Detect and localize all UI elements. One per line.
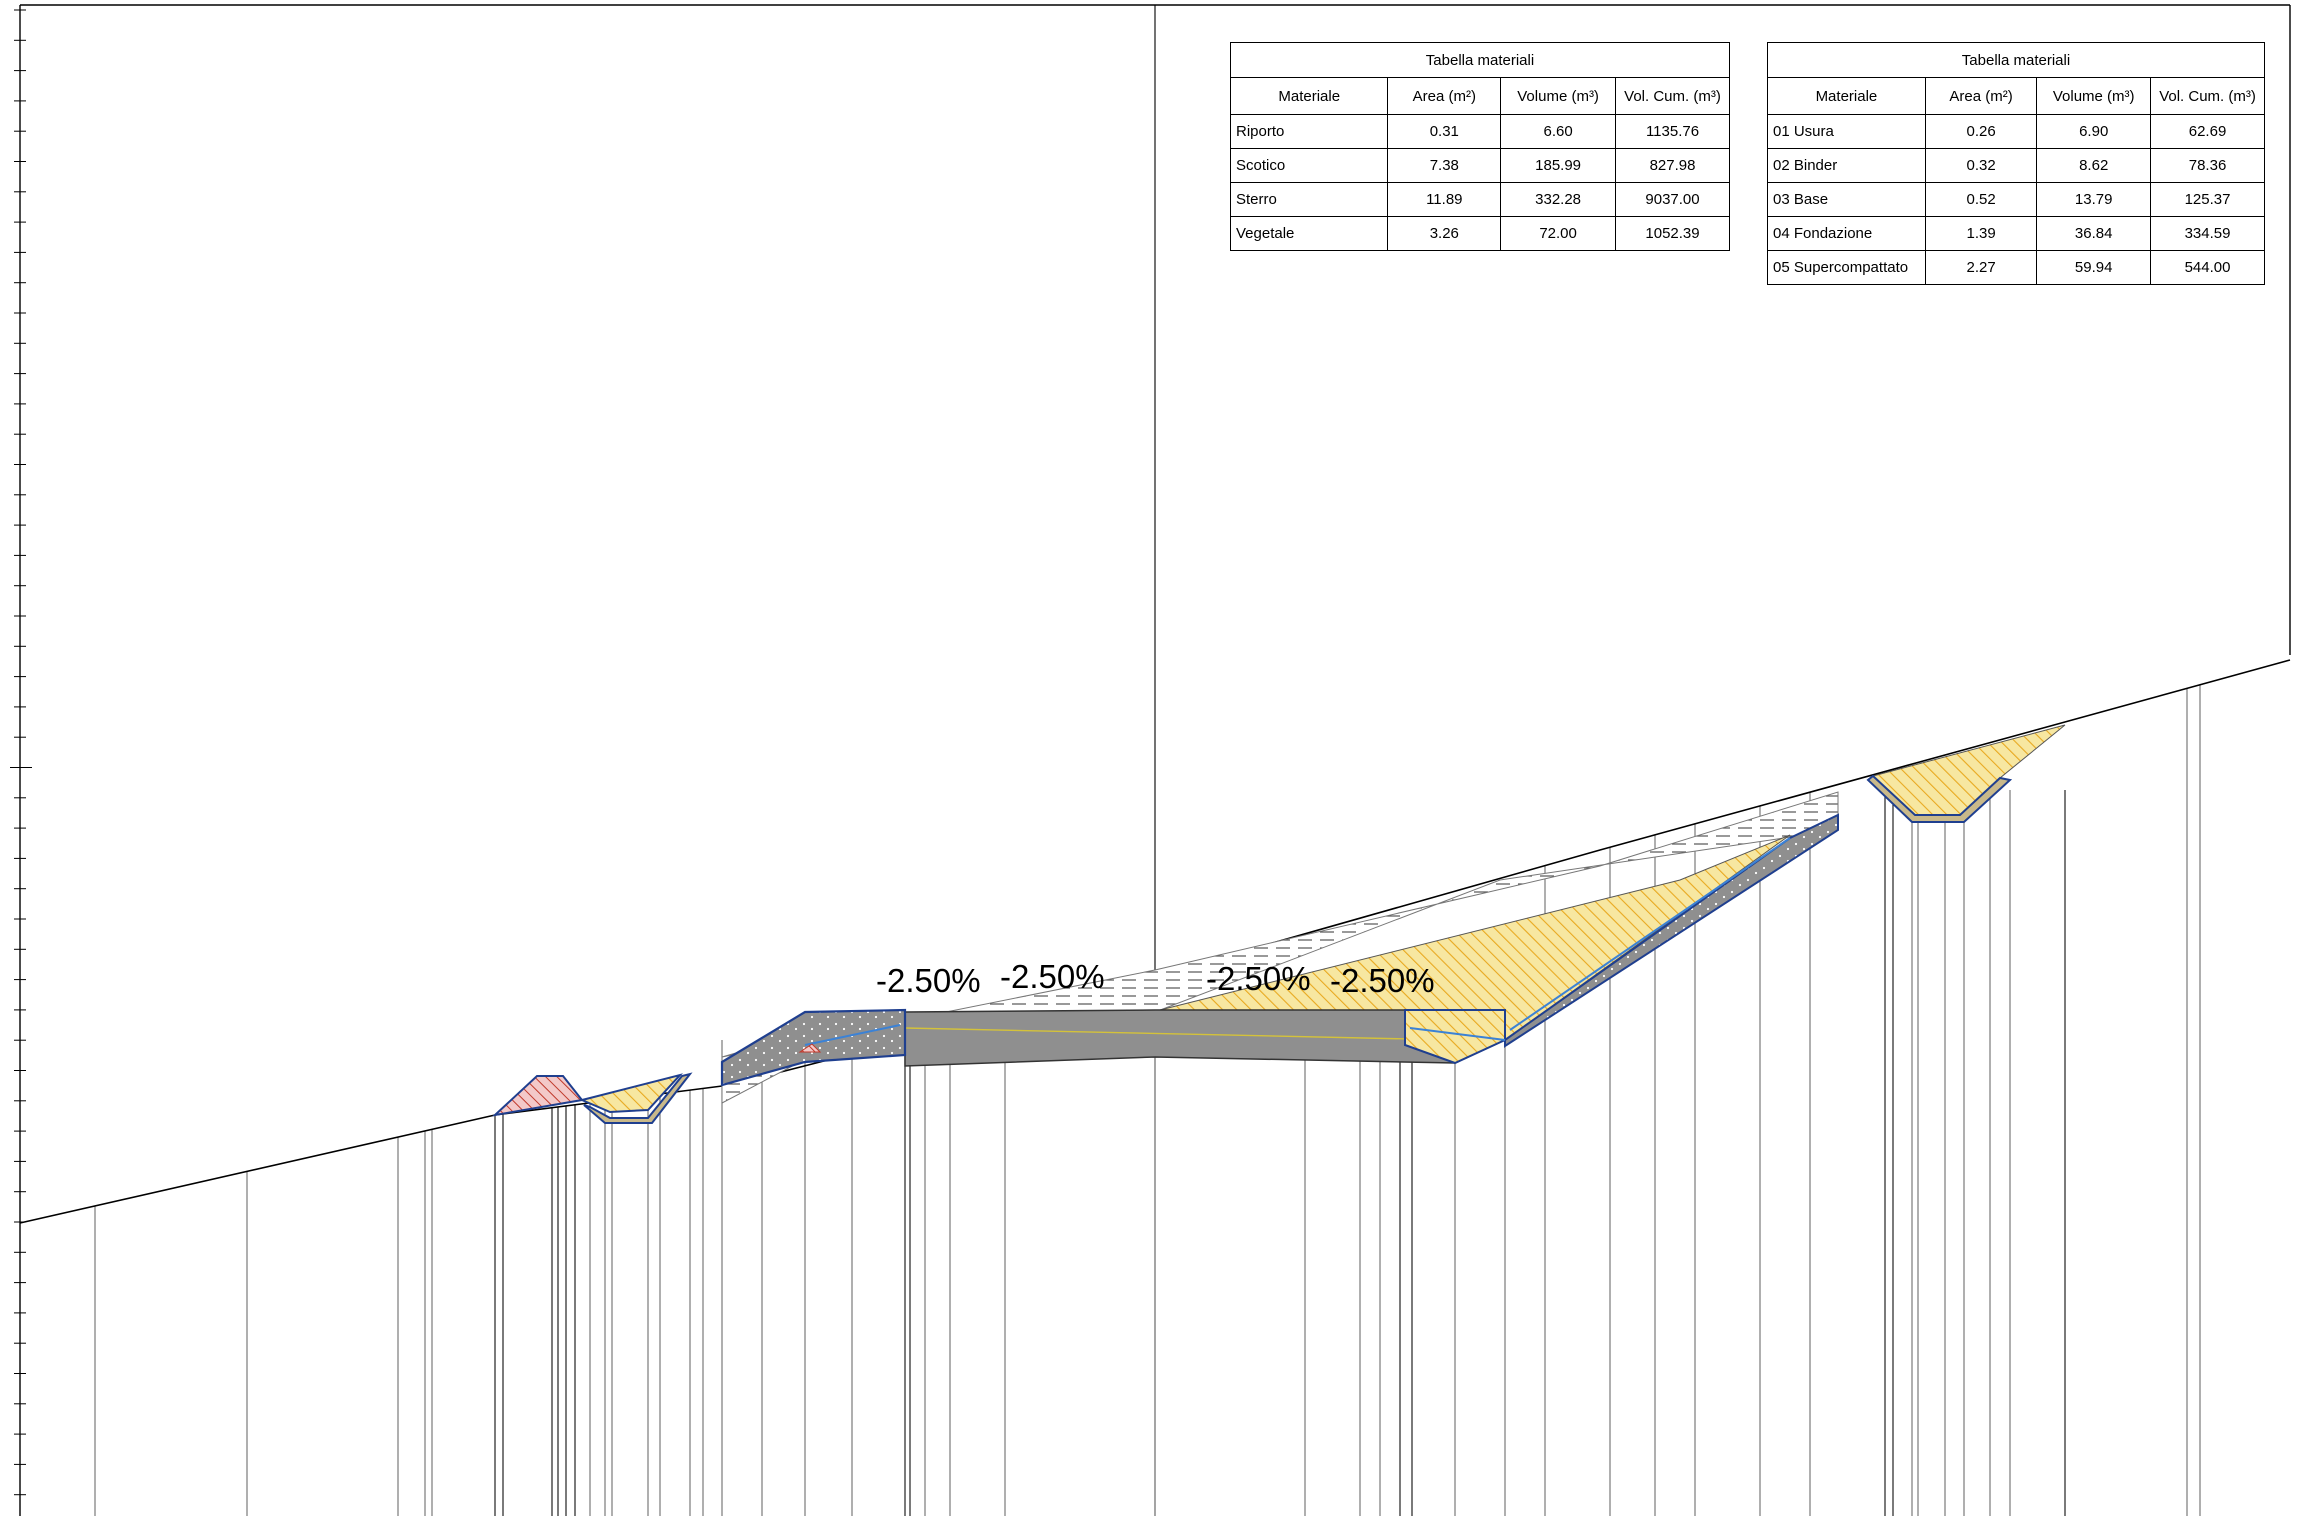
- cell-volume: 185.99: [1500, 148, 1617, 183]
- col-header-vol-cum: Vol. Cum. (m³): [2150, 77, 2265, 115]
- materials-table-earthworks: Tabella materiali Materiale Area (m²) Vo…: [1229, 42, 1730, 251]
- table-row: Vegetale 3.26 72.00 1052.39: [1229, 216, 1730, 251]
- table-row: 02 Binder 0.32 8.62 78.36: [1767, 148, 2265, 183]
- cell-material: 04 Fondazione: [1767, 216, 1926, 251]
- col-header-volume: Volume (m³): [1500, 77, 1617, 115]
- section-vertical-lines: [94, 684, 2201, 1516]
- table-row: 05 Supercompattato 2.27 59.94 544.00: [1767, 250, 2265, 285]
- right-shoulder-blue: [1409, 1027, 1506, 1041]
- cell-area: 2.27: [1924, 250, 2038, 285]
- left-edge-blue: [804, 1024, 901, 1046]
- cell-vol-cum: 62.69: [2150, 114, 2265, 149]
- materials-table-pavement: Tabella materiali Materiale Area (m²) Vo…: [1767, 42, 2265, 285]
- col-header-volume: Volume (m³): [2036, 77, 2152, 115]
- vertical-ruler: [10, 9, 32, 1496]
- cell-area: 1.39: [1924, 216, 2038, 251]
- col-header-area: Area (m²): [1387, 77, 1502, 115]
- cell-material: 05 Supercompattato: [1767, 250, 1926, 285]
- table-row: Riporto 0.31 6.60 1135.76: [1229, 114, 1730, 149]
- cell-volume: 332.28: [1500, 182, 1617, 217]
- cell-vol-cum: 544.00: [2150, 250, 2265, 285]
- cell-vol-cum: 334.59: [2150, 216, 2265, 251]
- left-ditch-yellow: [578, 1073, 683, 1114]
- left-ditch-bottom: [583, 1072, 693, 1124]
- cell-material: 02 Binder: [1767, 148, 1926, 183]
- cell-vol-cum: 1052.39: [1615, 216, 1730, 251]
- cell-material: Vegetale: [1229, 216, 1389, 251]
- cell-material: Riporto: [1229, 114, 1389, 149]
- table-title: Tabella materiali: [1230, 42, 1730, 78]
- cell-volume: 72.00: [1500, 216, 1617, 251]
- table-row: Scotico 7.38 185.99 827.98: [1229, 148, 1730, 183]
- col-header-vol-cum: Vol. Cum. (m³): [1615, 77, 1730, 115]
- cell-volume: 8.62: [2036, 148, 2152, 183]
- cell-area: 7.38: [1387, 148, 1502, 183]
- cell-volume: 6.60: [1500, 114, 1617, 149]
- table-row: Sterro 11.89 332.28 9037.00: [1229, 182, 1730, 217]
- table-row: 04 Fondazione 1.39 36.84 334.59: [1767, 216, 2265, 251]
- right-shoulder: [1404, 1009, 1506, 1065]
- cell-vol-cum: 78.36: [2150, 148, 2265, 183]
- cell-area: 3.26: [1387, 216, 1502, 251]
- slope-label-2: -2.50%: [1000, 958, 1105, 995]
- cell-volume: 6.90: [2036, 114, 2152, 149]
- cell-vol-cum: 9037.00: [1615, 182, 1730, 217]
- cell-volume: 59.94: [2036, 250, 2152, 285]
- cell-vol-cum: 1135.76: [1615, 114, 1730, 149]
- right-slope-blue: [1509, 837, 1791, 1031]
- left-edge-red: [798, 1043, 822, 1053]
- cell-volume: 36.84: [2036, 216, 2152, 251]
- cell-vol-cum: 827.98: [1615, 148, 1730, 183]
- right-ditch-bottom: [1866, 774, 2013, 823]
- cell-vol-cum: 125.37: [2150, 182, 2265, 217]
- pavement-centerline: [904, 1027, 1456, 1041]
- cell-material: Scotico: [1229, 148, 1389, 183]
- cell-area: 0.26: [1924, 114, 2038, 149]
- cell-area: 0.52: [1924, 182, 2038, 217]
- cell-area: 0.32: [1924, 148, 2038, 183]
- table-row: 03 Base 0.52 13.79 125.37: [1767, 182, 2265, 217]
- cell-material: 03 Base: [1767, 182, 1926, 217]
- col-header-material: Materiale: [1229, 77, 1389, 115]
- left-ditch-red: [491, 1075, 584, 1117]
- slope-label-3: -2.50%: [1206, 960, 1311, 997]
- cell-area: 0.31: [1387, 114, 1502, 149]
- cell-volume: 13.79: [2036, 182, 2152, 217]
- col-header-area: Area (m²): [1924, 77, 2038, 115]
- cell-area: 11.89: [1387, 182, 1502, 217]
- col-header-material: Materiale: [1767, 77, 1926, 115]
- table-title: Tabella materiali: [1767, 42, 2265, 78]
- slope-label-4: -2.50%: [1330, 962, 1435, 999]
- cell-material: 01 Usura: [1767, 114, 1926, 149]
- cell-material: Sterro: [1229, 182, 1389, 217]
- slope-label-1: -2.50%: [876, 962, 981, 999]
- table-row: 01 Usura 0.26 6.90 62.69: [1767, 114, 2265, 149]
